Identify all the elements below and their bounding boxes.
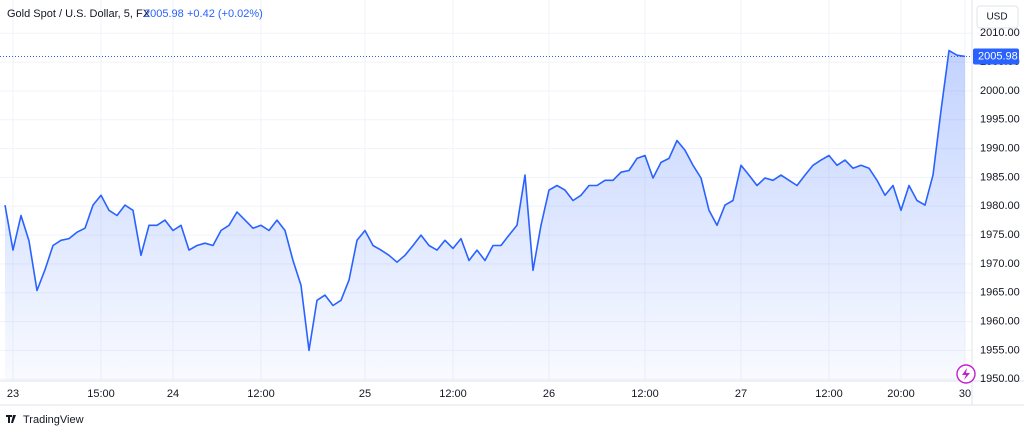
y-tick-label: 2010.00 [980,27,1020,39]
x-tick-label: 30 [959,388,971,400]
y-tick-label: 1960.00 [980,316,1020,328]
x-tick-label: 12:00 [439,388,467,400]
x-tick-label: 23 [7,388,19,400]
brand-name: TradingView [23,414,84,426]
y-tick-label: 1950.00 [980,373,1020,385]
x-tick-label: 20:00 [887,388,915,400]
price-change: +0.42 (+0.02%) [187,8,263,20]
y-tick-label: 1995.00 [980,114,1020,126]
brand-logo [6,415,16,423]
x-tick-label: 24 [167,388,179,400]
x-tick-label: 12:00 [631,388,659,400]
currency-label[interactable]: USD [986,12,1007,23]
plot [0,49,972,381]
y-tick-label: 1980.00 [980,200,1020,212]
last-price: 2005.98 [144,8,184,20]
y-tick-label: 1975.00 [980,229,1020,241]
symbol-title: Gold Spot / U.S. Dollar, 5, FX [7,8,151,20]
y-tick-label: 1990.00 [980,143,1020,155]
x-tick-label: 27 [735,388,747,400]
x-tick-label: 15:00 [87,388,115,400]
axes: 1950.00 1955.00 1960.00 1965.00 1970.00 1975.… [7,27,1020,400]
y-tick-label: 2000.00 [980,85,1020,97]
events-icon-bolt [962,368,970,380]
y-tick-label: 1985.00 [980,171,1020,183]
currency-button[interactable] [976,5,1019,29]
x-tick-label: 12:00 [247,388,275,400]
last-price-tag-label: 2005.98 [978,50,1018,62]
area-fill [5,50,965,381]
x-tick-label: 25 [359,388,371,400]
x-tick-label: 12:00 [815,388,843,400]
y-tick-label: 1965.00 [980,287,1020,299]
x-tick-label: 26 [543,388,555,400]
y-tick-label: 1970.00 [980,258,1020,270]
price-line [4,49,966,352]
y-tick-label: 1955.00 [980,344,1020,356]
last-price-tag [973,48,1019,65]
